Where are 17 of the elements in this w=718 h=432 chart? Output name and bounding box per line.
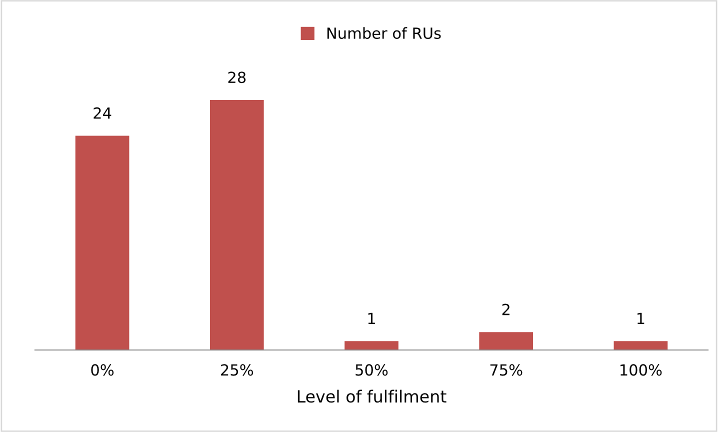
legend-label: Number of RUs [327,27,441,39]
bar [75,136,130,350]
bar [479,332,534,350]
data-label: 1 [638,312,644,324]
x-tick-label: 25% [221,364,254,376]
data-label: 28 [228,72,246,84]
data-label: 1 [368,312,375,324]
x-tick-label: 0% [91,364,114,376]
bar [210,100,264,350]
bar [344,341,398,350]
data-label: 2 [502,304,510,316]
x-axis-title: Level of fulfilment [298,390,446,403]
x-tick-label: 100% [620,364,662,376]
x-tick-label: 50% [356,364,388,376]
data-label: 24 [94,107,112,119]
bar [614,341,668,350]
x-tick-label: 75% [490,364,522,376]
